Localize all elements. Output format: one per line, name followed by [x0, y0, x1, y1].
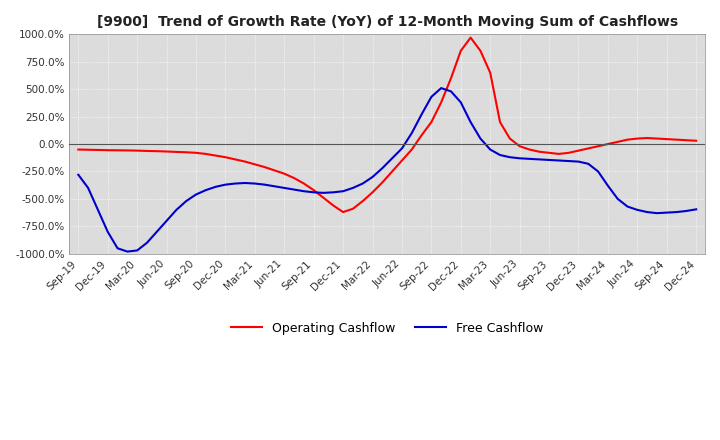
Operating Cashflow [388, 169, 397, 174]
Free Cashflow [339, 189, 348, 194]
Line: Free Cashflow: Free Cashflow [78, 88, 696, 252]
Free Cashflow [437, 85, 446, 91]
Free Cashflow [388, 156, 397, 161]
Operating Cashflow [339, 209, 348, 215]
Free Cashflow [162, 218, 171, 224]
Free Cashflow [486, 147, 495, 152]
Free Cashflow [692, 207, 701, 212]
Free Cashflow [427, 94, 436, 99]
Title: [9900]  Trend of Growth Rate (YoY) of 12-Month Moving Sum of Cashflows: [9900] Trend of Growth Rate (YoY) of 12-… [96, 15, 678, 29]
Operating Cashflow [495, 120, 504, 125]
Free Cashflow [74, 172, 83, 177]
Free Cashflow [123, 249, 132, 254]
Operating Cashflow [467, 35, 475, 40]
Operating Cashflow [153, 149, 161, 154]
Line: Operating Cashflow: Operating Cashflow [78, 38, 696, 212]
Free Cashflow [495, 152, 504, 158]
Legend: Operating Cashflow, Free Cashflow: Operating Cashflow, Free Cashflow [226, 317, 548, 340]
Operating Cashflow [427, 120, 436, 125]
Operating Cashflow [486, 70, 495, 75]
Operating Cashflow [74, 147, 83, 152]
Operating Cashflow [692, 138, 701, 143]
Operating Cashflow [329, 203, 338, 208]
